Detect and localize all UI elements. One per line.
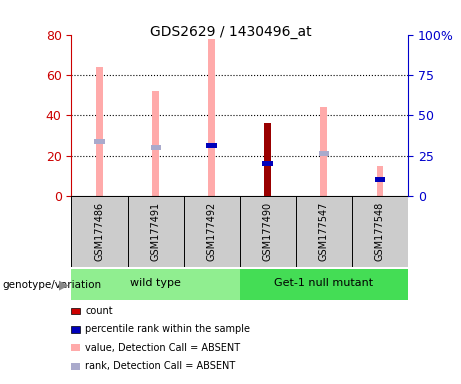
Text: GSM177490: GSM177490	[263, 202, 273, 261]
Bar	[240, 269, 408, 300]
Text: GSM177486: GSM177486	[95, 202, 105, 261]
Bar	[262, 161, 273, 166]
Text: rank, Detection Call = ABSENT: rank, Detection Call = ABSENT	[85, 361, 236, 371]
Bar	[71, 269, 240, 300]
Bar	[152, 91, 159, 196]
Bar	[319, 151, 329, 156]
Bar	[374, 177, 385, 182]
Text: wild type: wild type	[130, 278, 181, 288]
Bar	[96, 67, 103, 196]
Text: GSM177492: GSM177492	[207, 202, 217, 261]
Bar	[151, 145, 160, 150]
Bar	[320, 107, 327, 196]
Bar	[265, 123, 271, 196]
Bar	[95, 139, 105, 144]
Text: Get-1 null mutant: Get-1 null mutant	[274, 278, 373, 288]
Text: GSM177548: GSM177548	[375, 202, 385, 261]
Text: percentile rank within the sample: percentile rank within the sample	[85, 324, 250, 334]
Text: GDS2629 / 1430496_at: GDS2629 / 1430496_at	[150, 25, 311, 39]
Bar	[206, 143, 217, 148]
Bar	[208, 39, 215, 196]
Text: count: count	[85, 306, 113, 316]
Bar	[377, 166, 383, 196]
Text: ▶: ▶	[59, 278, 68, 291]
Text: GSM177547: GSM177547	[319, 202, 329, 261]
Text: value, Detection Call = ABSENT: value, Detection Call = ABSENT	[85, 343, 240, 353]
Text: GSM177491: GSM177491	[151, 202, 160, 261]
Text: genotype/variation: genotype/variation	[2, 280, 101, 290]
